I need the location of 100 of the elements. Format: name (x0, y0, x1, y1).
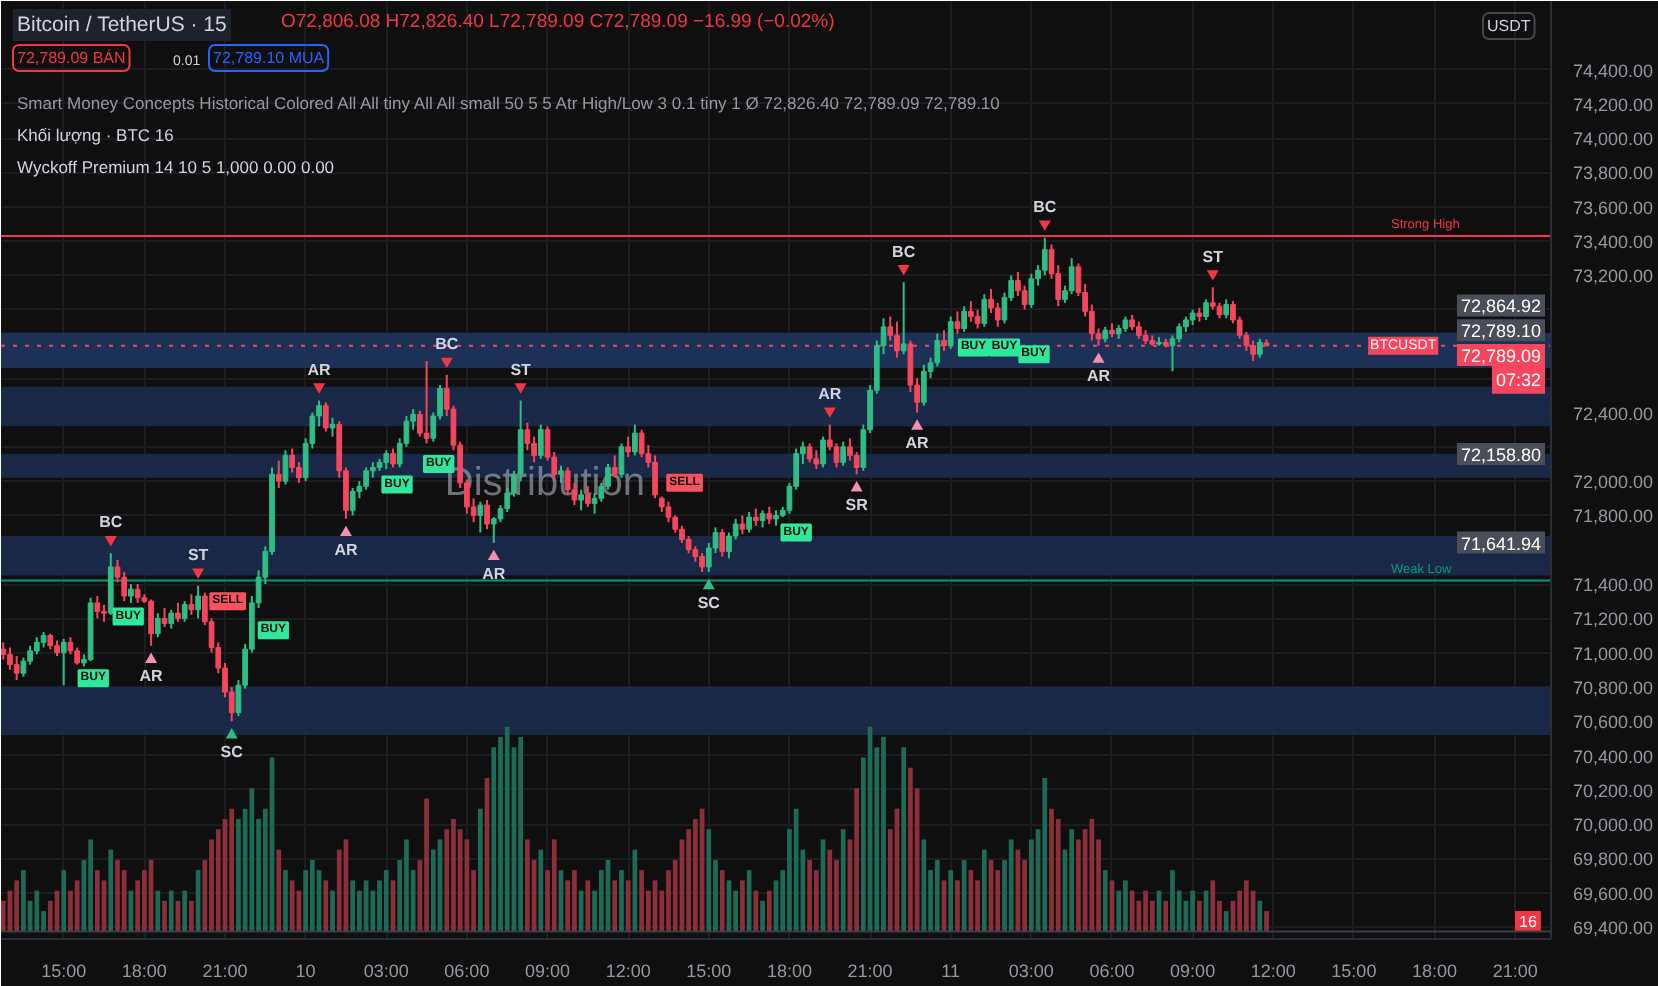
candlestick (195, 584, 201, 620)
data-label: AR (1086, 367, 1111, 386)
bar (901, 747, 907, 932)
candlestick (175, 601, 181, 623)
bar (840, 829, 846, 932)
bar (612, 880, 618, 932)
bar (934, 859, 940, 932)
bar (1069, 829, 1075, 932)
candlestick (423, 360, 430, 445)
bar (108, 849, 114, 932)
candlestick (1256, 337, 1263, 359)
bar (1049, 808, 1054, 932)
bar (719, 870, 725, 932)
data-label: BC (435, 335, 459, 354)
candlestick (322, 401, 329, 433)
data-label: AR (818, 384, 842, 403)
y-tick-label: 69,400.00 (1573, 918, 1654, 938)
candlestick (1068, 257, 1075, 296)
candlestick (1209, 286, 1216, 311)
text: O72,806.08 H72,826.40 L72,789.09 C72,789.09 −16.99 (−0.02%) (281, 11, 835, 33)
data-label: ST (187, 546, 209, 565)
y-tick-label: 74,000.00 (1573, 129, 1654, 150)
annotation: 16 (1519, 913, 1538, 931)
x-tick-label: 18:00 (766, 961, 812, 981)
annotation: 07:32 (1495, 369, 1542, 390)
candlestick (947, 315, 954, 351)
bar (625, 880, 631, 932)
bar (61, 870, 67, 932)
y-tick-label: 72,400.00 (1573, 403, 1654, 424)
text: Bitcoin / TetherUS · 15 (17, 13, 228, 37)
candlestick (1223, 298, 1230, 320)
y-tick-label: 71,200.00 (1573, 609, 1654, 630)
bar (1170, 870, 1175, 932)
y-tick-label: 72,000.00 (1573, 472, 1654, 493)
bar (538, 849, 544, 932)
bar (330, 890, 335, 932)
bar (766, 890, 772, 932)
bar (182, 890, 188, 932)
candlestick (13, 655, 20, 682)
data-label: SC (220, 742, 244, 761)
data-label: AR (139, 667, 164, 686)
bar (350, 880, 356, 932)
y-tick-label: 73,200.00 (1573, 266, 1654, 287)
bar (283, 870, 288, 932)
x-tick-label: 21:00 (1492, 961, 1538, 981)
candlestick (168, 608, 175, 630)
x-tick-label: 11 (941, 961, 961, 981)
bar (1008, 839, 1014, 932)
x-tick-label: 15:00 (686, 961, 732, 981)
bar (14, 880, 20, 932)
x-tick-label: 10 (295, 961, 316, 981)
x-tick-label: 06:00 (1089, 961, 1135, 981)
candlestick (128, 583, 134, 604)
bar (1223, 911, 1229, 932)
candlestick (349, 487, 356, 517)
bar (1210, 880, 1216, 932)
data-label: AR (482, 564, 506, 583)
x-tick-label: 15:00 (1331, 961, 1377, 981)
annotation: USDT (1487, 17, 1531, 35)
x-tick-label: 09:00 (525, 961, 571, 981)
x-tick-label: 03:00 (1008, 961, 1054, 981)
bar (854, 788, 859, 932)
candlestick (840, 440, 847, 467)
data-label: BC (892, 242, 916, 261)
candlestick (94, 595, 101, 620)
bar (572, 870, 577, 932)
candlestick (632, 423, 638, 457)
bar (881, 737, 886, 932)
data-label: ST (1202, 247, 1224, 266)
bar (551, 839, 557, 932)
bar (74, 880, 80, 932)
candlestick (188, 593, 195, 616)
candlestick (484, 499, 490, 531)
candlestick (920, 363, 927, 407)
candlestick (719, 528, 726, 558)
candlestick (974, 308, 981, 330)
candlestick (954, 310, 961, 335)
y-tick-label: 69,600.00 (1573, 883, 1654, 904)
data-label: BC (1033, 197, 1057, 216)
annotation: 72,789.09 BÁN (17, 49, 126, 67)
annotation: 71,641.94 (1460, 533, 1542, 554)
candlestick (746, 511, 752, 534)
data-label: AR (307, 360, 332, 379)
bar (1196, 900, 1202, 932)
y-tick-label: 73,400.00 (1573, 232, 1654, 253)
candlestick (148, 598, 154, 647)
bar (504, 726, 510, 932)
x-tick-label: 18:00 (121, 961, 167, 981)
data-label: AR (334, 540, 358, 559)
y-tick-label: 74,200.00 (1573, 94, 1654, 115)
x-tick-label: 09:00 (1170, 961, 1216, 981)
bar (1257, 900, 1263, 932)
candlestick (383, 449, 390, 471)
x-tick-label: 18:00 (1412, 961, 1458, 981)
bar (383, 870, 389, 932)
candlestick (282, 449, 289, 486)
data-label: ST (510, 360, 532, 379)
bar (115, 859, 120, 932)
data-label: SR (845, 496, 869, 515)
bar (1190, 890, 1195, 932)
